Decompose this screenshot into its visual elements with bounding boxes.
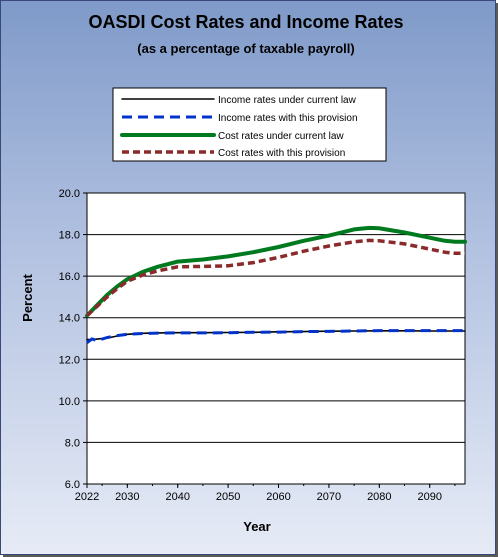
y-tick-label: 14.0 — [59, 313, 80, 325]
x-tick-label: 2040 — [165, 491, 189, 503]
series-lines — [85, 225, 467, 344]
y-tick-label: 18.0 — [59, 230, 80, 242]
y-tick-label: 20.0 — [59, 188, 80, 200]
x-tick-label: 2030 — [115, 491, 139, 503]
chart-subtitle: (as a percentage of taxable payroll) — [137, 41, 354, 56]
x-axis-ticks: 2022 2030 2040 2050 2060 2070 2080 2090 — [75, 484, 456, 503]
chart-title: OASDI Cost Rates and Income Rates — [88, 12, 403, 32]
x-tick-label: 2090 — [417, 491, 441, 503]
y-tick-label: 6.0 — [65, 479, 80, 491]
y-tick-label: 10.0 — [59, 396, 80, 408]
legend-label-3: Cost rates under current law — [218, 131, 344, 142]
y-axis-ticks: 6.0 8.0 10.0 12.0 14.0 16.0 18.0 20.0 — [59, 188, 87, 491]
series-line-2 — [86, 329, 465, 344]
y-axis-label: Percent — [20, 273, 35, 321]
legend-label-2: Income rates with this provision — [218, 113, 358, 124]
series-line-4 — [85, 238, 465, 317]
x-tick-label: 2050 — [216, 491, 240, 503]
legend-label-1: Income rates under current law — [218, 95, 357, 106]
x-tick-label: 2060 — [266, 491, 290, 503]
legend-box — [112, 87, 387, 162]
gridlines — [87, 234, 465, 443]
legend-label-4: Cost rates with this provision — [218, 148, 345, 159]
x-axis-label: Year — [243, 519, 270, 534]
y-tick-label: 8.0 — [65, 437, 80, 449]
x-tick-label: 2070 — [317, 491, 341, 503]
x-tick-label: 2022 — [75, 491, 99, 503]
x-tick-label: 2080 — [367, 491, 391, 503]
plot-area — [86, 192, 466, 485]
y-tick-label: 12.0 — [59, 354, 80, 366]
legend: Income rates under current law Income rat… — [120, 95, 358, 159]
y-tick-label: 16.0 — [59, 271, 80, 283]
